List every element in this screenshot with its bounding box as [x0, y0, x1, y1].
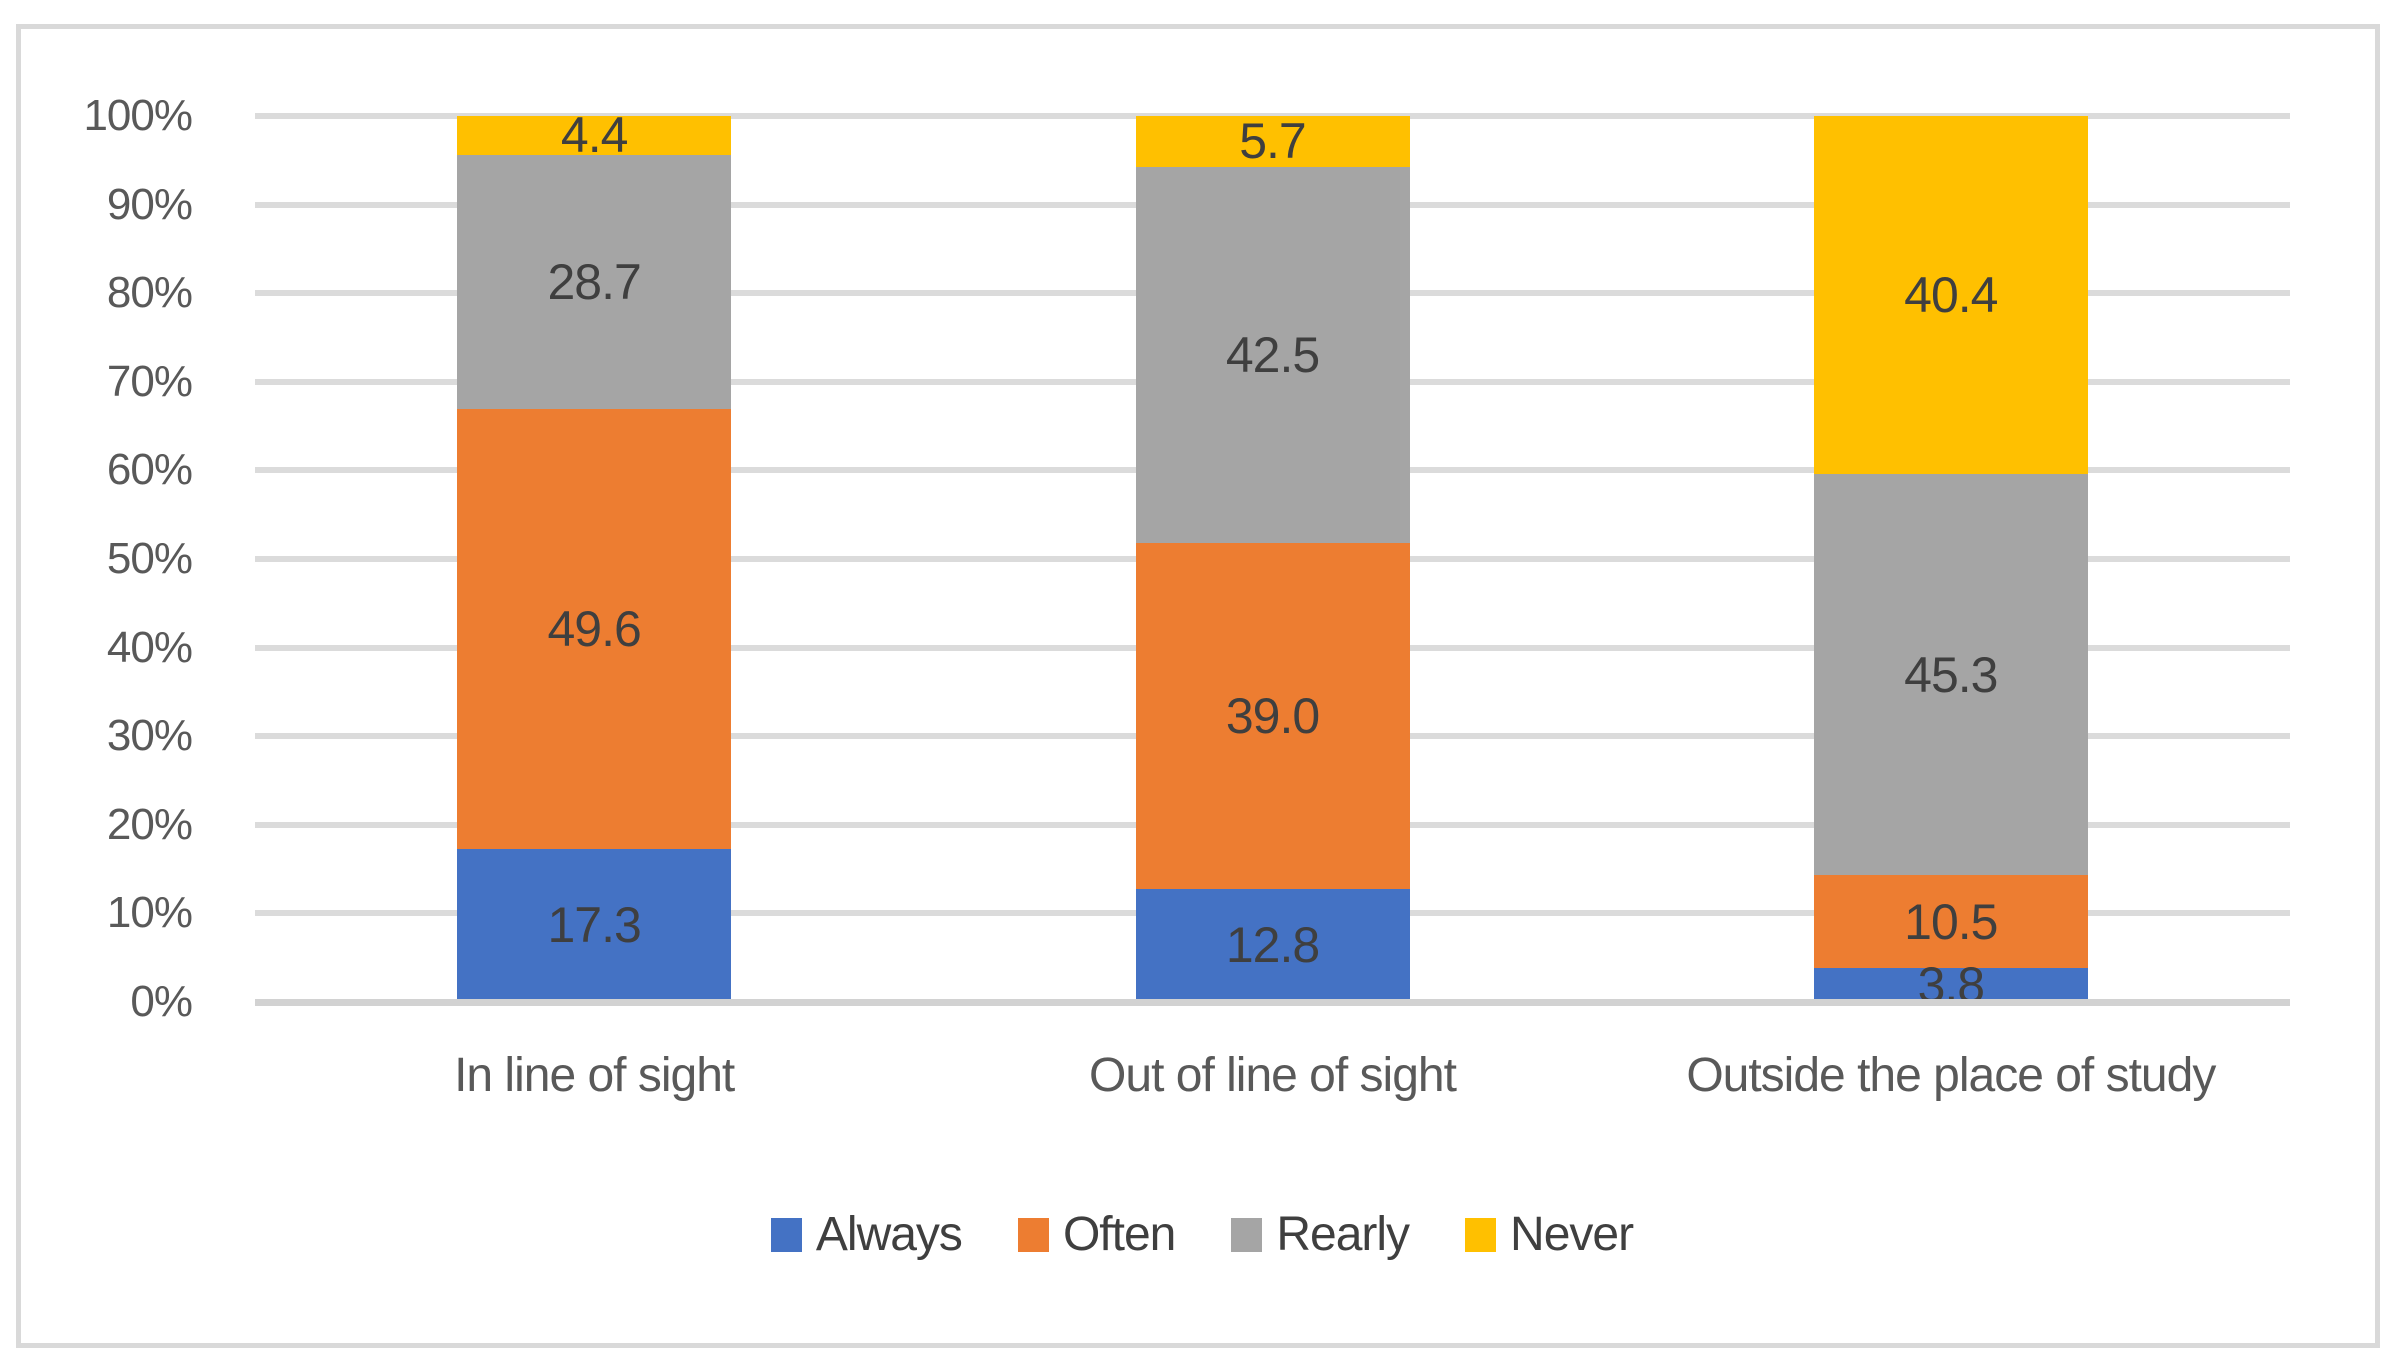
data-label: 17.3 — [547, 897, 641, 954]
data-label: 39.0 — [1225, 687, 1320, 744]
bar-segment-rearly-in-line-of-sight: 28.7 — [457, 154, 732, 410]
y-axis-tick-label: 100% — [83, 91, 193, 140]
legend-item-often: Often — [1017, 1207, 1176, 1263]
y-axis-tick-label: 80% — [106, 268, 193, 318]
bar-segment-always-outside-the-place-of-study: 3.8 — [1813, 960, 2088, 1010]
legend-label-often: Often — [1062, 1208, 1176, 1261]
y-axis-tick-label: 90% — [106, 179, 193, 229]
y-axis-tick-label: 20% — [106, 799, 193, 849]
y-axis-tick-label: 70% — [106, 356, 193, 406]
legend-swatch-rearly — [1231, 1218, 1263, 1252]
data-label: 12.8 — [1225, 917, 1320, 974]
legend-item-never: Never — [1465, 1207, 1634, 1263]
x-axis-label-out-of-line-of-sight: Out of line of sight — [1089, 1049, 1457, 1102]
x-axis-label-in-line-of-sight: In line of sight — [454, 1049, 735, 1102]
bar-segment-rearly-out-of-line-of-sight: 42.5 — [1135, 166, 1410, 544]
bar-segment-always-out-of-line-of-sight: 12.8 — [1135, 888, 1410, 1002]
bar-segment-never-outside-the-place-of-study: 40.4 — [1813, 116, 2088, 474]
y-axis-tick-label: 10% — [106, 888, 193, 938]
bar-outside-the-place-of-study: 40.4 45.3 10.5 3.8 — [1813, 116, 2088, 1010]
legend-label-never: Never — [1510, 1208, 1634, 1261]
bar-segment-never-in-line-of-sight: 4.4 — [457, 110, 732, 160]
data-label: 40.4 — [1904, 266, 1998, 323]
legend-swatch-never — [1465, 1218, 1497, 1252]
y-axis-tick-label: 40% — [106, 622, 193, 672]
legend-label-rearly: Rearly — [1276, 1208, 1410, 1261]
data-label: 45.3 — [1904, 646, 1998, 703]
data-label: 28.7 — [547, 254, 641, 311]
data-label: 49.6 — [547, 600, 641, 657]
legend-item-always: Always — [770, 1207, 963, 1263]
y-axis-tick-label: 30% — [106, 711, 193, 761]
bar-in-line-of-sight: 4.4 28.7 49.6 17.3 — [457, 110, 732, 1002]
legend: Always Often Rearly Never — [0, 1200, 2404, 1270]
y-axis-tick-label: 60% — [106, 445, 193, 495]
y-axis-tick-label: 50% — [106, 534, 193, 583]
legend-item-rearly: Rearly — [1231, 1207, 1410, 1263]
legend-swatch-often — [1017, 1218, 1049, 1252]
bar-segment-rearly-outside-the-place-of-study: 45.3 — [1813, 473, 2088, 876]
data-label: 5.7 — [1239, 113, 1307, 170]
bar-segment-often-outside-the-place-of-study: 10.5 — [1813, 875, 2088, 969]
legend-label-always: Always — [815, 1208, 963, 1261]
data-label: 10.5 — [1904, 893, 1998, 950]
bar-out-of-line-of-sight: 5.7 42.5 39.0 12.8 — [1135, 113, 1410, 1002]
x-axis-label-outside-the-place-of-study: Outside the place of study — [1686, 1049, 2216, 1102]
bar-segment-often-in-line-of-sight: 49.6 — [457, 409, 732, 849]
data-label: 4.4 — [560, 107, 629, 164]
y-axis-tick-label: 0% — [130, 977, 193, 1026]
bar-segment-always-in-line-of-sight: 17.3 — [457, 848, 732, 1002]
plot-area: 4.4 28.7 49.6 17.3 5.7 42.5 39.0 12.8 40.4 45.3 10… — [255, 110, 2290, 1010]
bar-segment-never-out-of-line-of-sight: 5.7 — [1135, 113, 1410, 170]
legend-swatch-always — [770, 1218, 802, 1252]
bar-segment-often-out-of-line-of-sight: 39.0 — [1135, 543, 1410, 889]
chart-outer-border — [16, 24, 2380, 1348]
x-axis-baseline — [255, 999, 2290, 1006]
data-label: 42.5 — [1225, 326, 1320, 383]
